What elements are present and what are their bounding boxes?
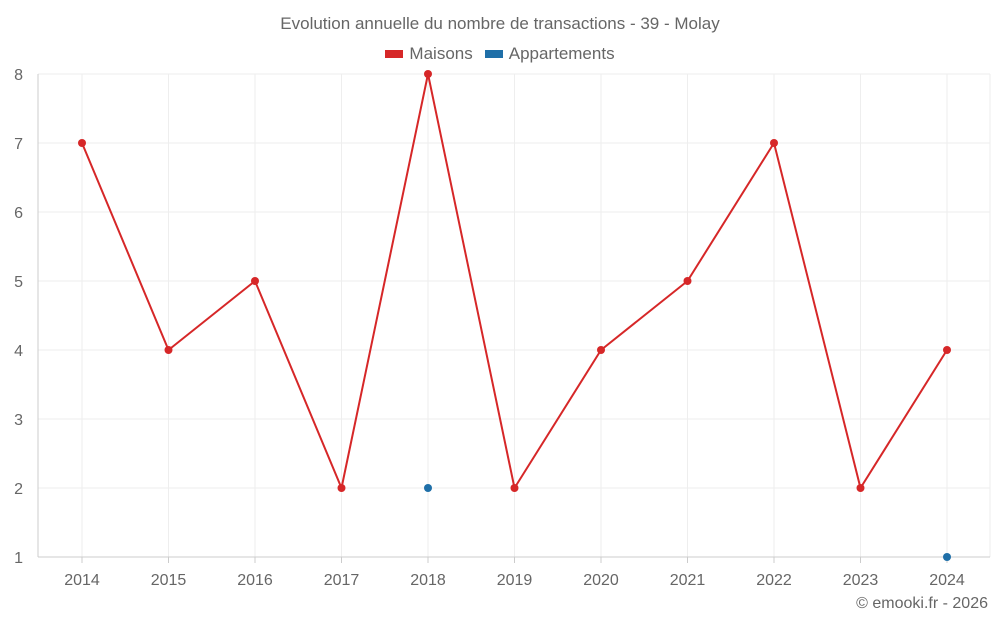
- x-tick-label: 2022: [756, 572, 792, 589]
- y-tick-label: 7: [14, 136, 23, 153]
- data-point-maisons-2016: [251, 277, 259, 285]
- data-point-maisons-2015: [164, 346, 173, 354]
- legend: Maisons Appartements: [0, 44, 1000, 64]
- x-tick-label: 2019: [497, 572, 533, 589]
- x-tick-label: 2020: [583, 572, 619, 589]
- data-point-maisons-2019: [510, 484, 519, 492]
- chart-title: Evolution annuelle du nombre de transact…: [280, 14, 720, 33]
- x-tick-label: 2018: [410, 572, 446, 589]
- data-point-maisons-2022: [770, 139, 778, 147]
- legend-label-appartements: Appartements: [508, 44, 615, 63]
- y-tick-label: 2: [14, 481, 23, 498]
- x-tick-label: 2021: [670, 572, 706, 589]
- x-tick-label: 2015: [151, 572, 187, 589]
- x-tick-label: 2024: [929, 572, 965, 589]
- x-tick-label: 2016: [237, 572, 273, 589]
- legend-item-appartements[interactable]: Appartements: [484, 44, 615, 64]
- data-point-appartements-2024: [943, 553, 951, 561]
- legend-item-maisons[interactable]: Maisons: [385, 44, 473, 64]
- x-tick-label: 2014: [64, 572, 100, 589]
- y-tick-label: 4: [14, 343, 23, 360]
- data-point-maisons-2024: [943, 346, 951, 354]
- y-tick-label: 6: [14, 205, 23, 222]
- y-tick-label: 1: [14, 550, 23, 567]
- data-point-maisons-2017: [337, 484, 346, 492]
- legend-label-maisons: Maisons: [409, 44, 473, 63]
- legend-swatch-appartements: [484, 50, 503, 58]
- x-tick-label: 2023: [843, 572, 879, 589]
- y-tick-label: 8: [14, 67, 23, 84]
- legend-swatch-maisons: [385, 50, 404, 58]
- credit-text: © emooki.fr - 2026: [856, 595, 988, 612]
- y-tick-label: 5: [14, 274, 23, 291]
- data-point-appartements-2018: [424, 484, 432, 492]
- x-tick-label: 2017: [324, 572, 360, 589]
- data-point-maisons-2023: [856, 484, 865, 492]
- data-point-maisons-2021: [683, 277, 692, 285]
- y-tick-label: 3: [14, 412, 23, 429]
- data-point-maisons-2018: [424, 70, 432, 78]
- data-point-maisons-2020: [597, 346, 605, 354]
- data-point-maisons-2014: [78, 139, 86, 147]
